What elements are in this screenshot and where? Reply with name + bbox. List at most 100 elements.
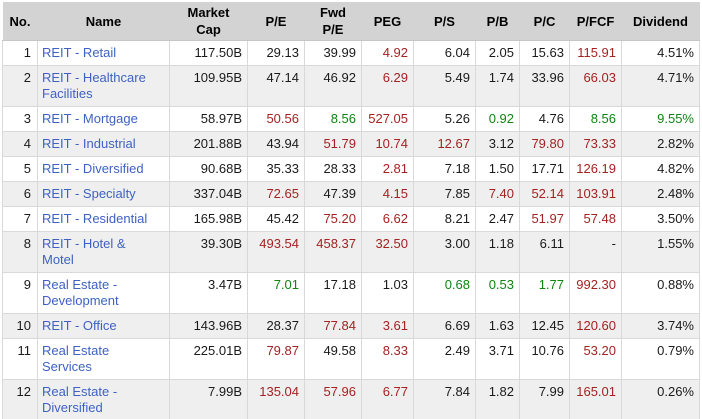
cell-pe: 7.01: [247, 272, 305, 314]
cell-fwd-pe: 8.56: [304, 106, 362, 132]
table-row: 4 REIT - Industrial 201.88B 43.94 51.79 10.74…: [2, 131, 700, 157]
cell-pc: 10.76: [519, 338, 570, 380]
cell-pc: 33.96: [519, 65, 570, 107]
cell-dividend: 2.82%: [621, 131, 700, 157]
cell-dividend: 0.26%: [621, 379, 700, 419]
group-name-link[interactable]: REIT - Diversified: [42, 161, 144, 176]
group-name-link[interactable]: REIT - Specialty: [42, 186, 136, 201]
cell-pe: 43.94: [247, 131, 305, 157]
cell-peg: 6.77: [361, 379, 414, 419]
row-number-cell: 4: [2, 131, 38, 157]
cell-pb: 1.50: [475, 156, 520, 182]
row-number-cell: 10: [2, 313, 38, 339]
cell-pe: 50.56: [247, 106, 305, 132]
table-row: 5 REIT - Diversified 90.68B 35.33 28.33 2.81 7…: [2, 156, 700, 182]
group-name-link[interactable]: REIT - Residential: [42, 211, 148, 226]
col-header-dividend[interactable]: Dividend: [621, 2, 700, 41]
row-number-cell: 5: [2, 156, 38, 182]
table-row: 6 REIT - Specialty 337.04B 72.65 47.39 4.15 7.…: [2, 181, 700, 207]
row-number-cell: 6: [2, 181, 38, 207]
cell-dividend: 0.88%: [621, 272, 700, 314]
header-row: No. Name Market Cap P/E Fwd P/E PEG P/S …: [2, 2, 700, 41]
group-name-link[interactable]: REIT - Office: [42, 318, 117, 333]
cell-pb: 1.63: [475, 313, 520, 339]
cell-fwd-pe: 17.18: [304, 272, 362, 314]
cell-pfcf: 165.01: [569, 379, 622, 419]
cell-market-cap: 143.96B: [169, 313, 248, 339]
cell-pc: 52.14: [519, 181, 570, 207]
row-number-cell: 3: [2, 106, 38, 132]
cell-pc: 7.99: [519, 379, 570, 419]
cell-pe: 28.37: [247, 313, 305, 339]
cell-pfcf: 126.19: [569, 156, 622, 182]
cell-market-cap: 90.68B: [169, 156, 248, 182]
cell-peg: 3.61: [361, 313, 414, 339]
cell-dividend: 3.50%: [621, 206, 700, 232]
col-header-no[interactable]: No.: [2, 2, 38, 41]
row-number-cell: 8: [2, 231, 38, 273]
cell-ps: 0.68: [413, 272, 476, 314]
cell-ps: 7.18: [413, 156, 476, 182]
name-cell: REIT - Hotel & Motel: [37, 231, 170, 273]
cell-pb: 2.47: [475, 206, 520, 232]
cell-peg: 4.15: [361, 181, 414, 207]
cell-pe: 29.13: [247, 40, 305, 66]
cell-pc: 4.76: [519, 106, 570, 132]
col-header-pe[interactable]: P/E: [247, 2, 305, 41]
cell-dividend: 0.79%: [621, 338, 700, 380]
row-number-cell: 2: [2, 65, 38, 107]
col-header-pc[interactable]: P/C: [519, 2, 570, 41]
cell-fwd-pe: 77.84: [304, 313, 362, 339]
cell-pb: 0.53: [475, 272, 520, 314]
group-name-link[interactable]: REIT - Hotel & Motel: [42, 236, 126, 267]
cell-pe: 35.33: [247, 156, 305, 182]
cell-dividend: 2.48%: [621, 181, 700, 207]
row-number-cell: 9: [2, 272, 38, 314]
name-cell: REIT - Residential: [37, 206, 170, 232]
table-row: 10 REIT - Office 143.96B 28.37 77.84 3.61 6.69…: [2, 313, 700, 339]
col-header-pb[interactable]: P/B: [475, 2, 520, 41]
cell-peg: 2.81: [361, 156, 414, 182]
cell-dividend: 1.55%: [621, 231, 700, 273]
cell-pc: 15.63: [519, 40, 570, 66]
cell-pe: 47.14: [247, 65, 305, 107]
group-name-link[interactable]: Real Estate - Diversified: [42, 384, 118, 415]
col-header-name[interactable]: Name: [37, 2, 170, 41]
table-row: 12 Real Estate - Diversified 7.99B 135.04 57…: [2, 379, 700, 419]
cell-market-cap: 7.99B: [169, 379, 248, 419]
col-header-market-cap[interactable]: Market Cap: [169, 2, 248, 41]
group-name-link[interactable]: Real Estate - Development: [42, 277, 119, 308]
col-header-peg[interactable]: PEG: [361, 2, 414, 41]
cell-peg: 1.03: [361, 272, 414, 314]
col-header-pfcf[interactable]: P/FCF: [569, 2, 622, 41]
cell-pb: 3.12: [475, 131, 520, 157]
row-number-cell: 12: [2, 379, 38, 419]
cell-dividend: 3.74%: [621, 313, 700, 339]
cell-peg: 10.74: [361, 131, 414, 157]
cell-peg: 527.05: [361, 106, 414, 132]
cell-market-cap: 117.50B: [169, 40, 248, 66]
group-name-link[interactable]: REIT - Mortgage: [42, 111, 138, 126]
cell-dividend: 4.82%: [621, 156, 700, 182]
group-name-link[interactable]: REIT - Retail: [42, 45, 117, 60]
table-row: 9 Real Estate - Development 3.47B 7.01 17.18…: [2, 272, 700, 314]
group-name-link[interactable]: REIT - Industrial: [42, 136, 136, 151]
group-name-link[interactable]: REIT - Healthcare Facilities: [42, 70, 146, 101]
cell-market-cap: 58.97B: [169, 106, 248, 132]
name-cell: REIT - Healthcare Facilities: [37, 65, 170, 107]
cell-pfcf: -: [569, 231, 622, 273]
col-header-fwd-pe[interactable]: Fwd P/E: [304, 2, 362, 41]
table-row: 7 REIT - Residential 165.98B 45.42 75.20 6.62…: [2, 206, 700, 232]
cell-dividend: 4.51%: [621, 40, 700, 66]
group-name-link[interactable]: Real Estate Services: [42, 343, 110, 374]
cell-peg: 6.62: [361, 206, 414, 232]
table-row: 3 REIT - Mortgage 58.97B 50.56 8.56 527.05 5.2…: [2, 106, 700, 132]
cell-peg: 32.50: [361, 231, 414, 273]
cell-market-cap: 109.95B: [169, 65, 248, 107]
cell-ps: 8.21: [413, 206, 476, 232]
name-cell: REIT - Specialty: [37, 181, 170, 207]
name-cell: REIT - Mortgage: [37, 106, 170, 132]
col-header-ps[interactable]: P/S: [413, 2, 476, 41]
cell-pfcf: 73.33: [569, 131, 622, 157]
